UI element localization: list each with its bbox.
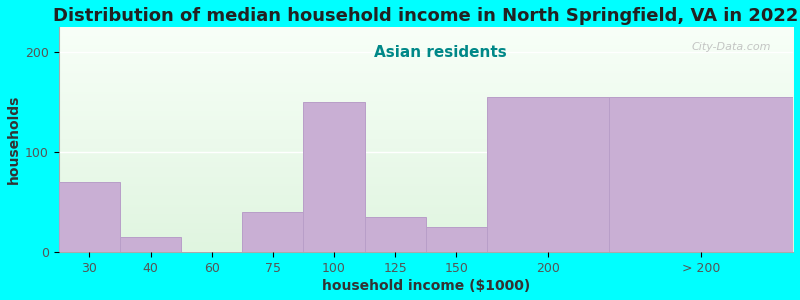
X-axis label: household income ($1000): household income ($1000) — [322, 279, 530, 293]
Bar — [610, 97, 793, 252]
Text: City-Data.com: City-Data.com — [691, 42, 771, 52]
Text: Asian residents: Asian residents — [374, 45, 506, 60]
Bar — [58, 182, 120, 252]
Bar — [242, 212, 303, 252]
Bar — [365, 217, 426, 252]
Bar — [487, 97, 610, 252]
Bar — [303, 102, 365, 252]
Title: Distribution of median household income in North Springfield, VA in 2022: Distribution of median household income … — [53, 7, 798, 25]
Y-axis label: households: households — [7, 94, 21, 184]
Bar — [120, 237, 181, 252]
Bar — [426, 227, 487, 252]
